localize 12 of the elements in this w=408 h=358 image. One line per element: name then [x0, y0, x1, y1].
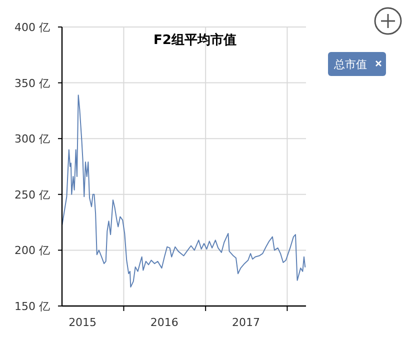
y-tick-label: 400 亿 [14, 21, 50, 34]
y-tick-label: 350 亿 [14, 76, 50, 90]
x-tick-label: 2016 [150, 316, 178, 329]
line-series [62, 94, 306, 288]
y-tick-label: 150 亿 [14, 300, 50, 313]
x-tick-label: 2017 [232, 316, 260, 329]
y-tick-label: 200 亿 [14, 244, 50, 258]
y-tick-label: 300 亿 [14, 132, 50, 146]
x-tick-label: 2015 [68, 316, 97, 329]
legend: 总市值 [328, 52, 386, 76]
text: F2组平均市值 [154, 32, 236, 48]
y-tick-label: 250 亿 [14, 188, 50, 202]
